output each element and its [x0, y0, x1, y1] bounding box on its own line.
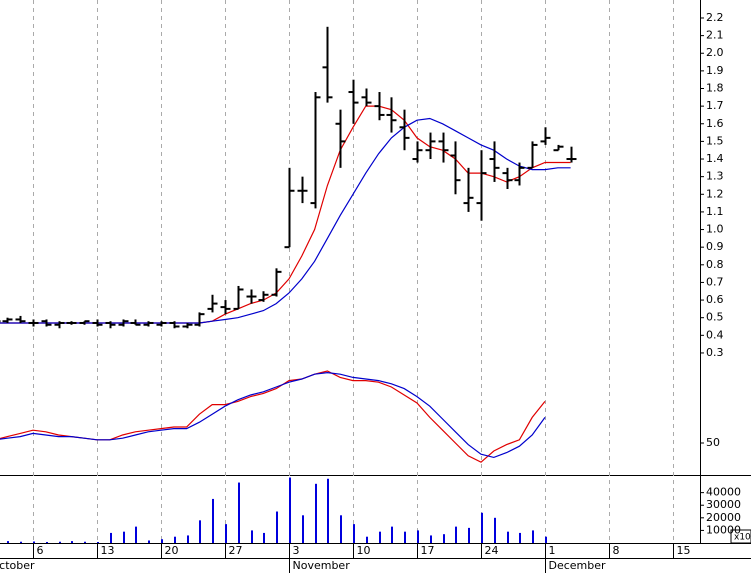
volume-bar: [110, 532, 112, 543]
volume-bar: [545, 536, 547, 543]
x-tick-label: 6: [37, 544, 44, 557]
y-tick-label: 1.5: [706, 134, 724, 147]
y-tick-label: 1.4: [706, 152, 724, 165]
moving-average: [0, 117, 571, 324]
volume-bar: [123, 531, 125, 543]
y-tick-label: 30000: [706, 498, 741, 511]
y-tick-label: 50: [706, 436, 720, 449]
y-tick-label: 1.2: [706, 187, 724, 200]
y-tick-label: 20000: [706, 511, 741, 524]
volume-bar: [135, 526, 137, 543]
volume-bar: [468, 527, 470, 543]
volume-bar: [289, 477, 291, 543]
x-tick-label: 10: [357, 544, 371, 557]
month-label: December: [549, 559, 607, 572]
y-tick-label: 2.2: [706, 11, 724, 24]
y-tick-label: 2.1: [706, 29, 724, 42]
y-tick-label: 0.7: [706, 275, 724, 288]
y-tick-label: 0.9: [706, 240, 724, 253]
volume-bar: [430, 535, 432, 543]
y-tick-label: 0.6: [706, 293, 724, 306]
x-tick-label: 24: [485, 544, 499, 557]
x-tick-label: 27: [229, 544, 243, 557]
volume-bar: [455, 526, 457, 543]
volume-bar: [276, 511, 278, 543]
volume-bar: [404, 531, 406, 543]
y-tick-label: 0.3: [706, 346, 724, 359]
month-label: October: [0, 559, 35, 572]
volume-bar: [148, 540, 150, 543]
y-tick-label: 1.0: [706, 223, 724, 236]
volume-bar: [20, 541, 22, 543]
volume-bar: [97, 541, 99, 543]
y-tick-label: 40000: [706, 486, 741, 499]
volume-bar: [443, 534, 445, 543]
y-tick-label: 10000: [706, 523, 741, 536]
y-tick-label: 1.1: [706, 205, 724, 218]
y-tick-label: 0.8: [706, 258, 724, 271]
x-tick-label: 15: [677, 544, 691, 557]
volume-bar: [71, 541, 73, 543]
volume-bar: [327, 478, 329, 543]
volume-unit: x10: [734, 533, 751, 543]
unit-box: [730, 529, 751, 544]
volume-bar: [263, 532, 265, 543]
volume-bar: [174, 536, 176, 543]
volume-bar: [353, 524, 355, 543]
y-tick-label: 1.9: [706, 64, 724, 77]
volume-bar: [340, 515, 342, 543]
volume-bar: [238, 482, 240, 543]
volume-bar: [251, 530, 253, 543]
y-tick-label: 2.0: [706, 46, 724, 59]
y-tick-label: 1.7: [706, 99, 724, 112]
x-tick-label: 17: [421, 544, 435, 557]
volume-bar: [366, 536, 368, 543]
volume-bar: [507, 531, 509, 543]
volume-bar: [391, 526, 393, 543]
volume-bar: [417, 530, 419, 543]
y-tick-label: 1.6: [706, 117, 724, 130]
volume-bar: [481, 512, 483, 543]
volume-bar: [212, 498, 214, 543]
x-tick-label: 20: [165, 544, 179, 557]
volume-bar: [379, 531, 381, 543]
x-tick-label: 13: [101, 544, 115, 557]
y-tick-label: 0.5: [706, 311, 724, 324]
volume-bar: [532, 530, 534, 543]
volume-bar: [7, 541, 9, 543]
y-tick-label: 0.4: [706, 328, 724, 341]
y-tick-label: 1.3: [706, 170, 724, 183]
volume-bar: [84, 541, 86, 543]
y-tick-label: 1.8: [706, 82, 724, 95]
x-tick-label: 8: [613, 544, 620, 557]
volume-bar: [225, 524, 227, 543]
volume-bar: [59, 541, 61, 543]
month-label: November: [293, 559, 351, 572]
volume-bar: [519, 532, 521, 543]
volume-bar: [187, 535, 189, 543]
x-tick-label: 3: [293, 544, 300, 557]
volume-bar: [302, 515, 304, 543]
volume-bar: [161, 539, 163, 543]
volume-bar: [33, 541, 35, 543]
oscillator-line: [0, 371, 546, 459]
x-tick-label: 1: [549, 544, 556, 557]
volume-bar: [315, 483, 317, 543]
volume-bar: [494, 517, 496, 543]
volume-bar: [46, 541, 48, 543]
volume-bar: [199, 520, 201, 543]
